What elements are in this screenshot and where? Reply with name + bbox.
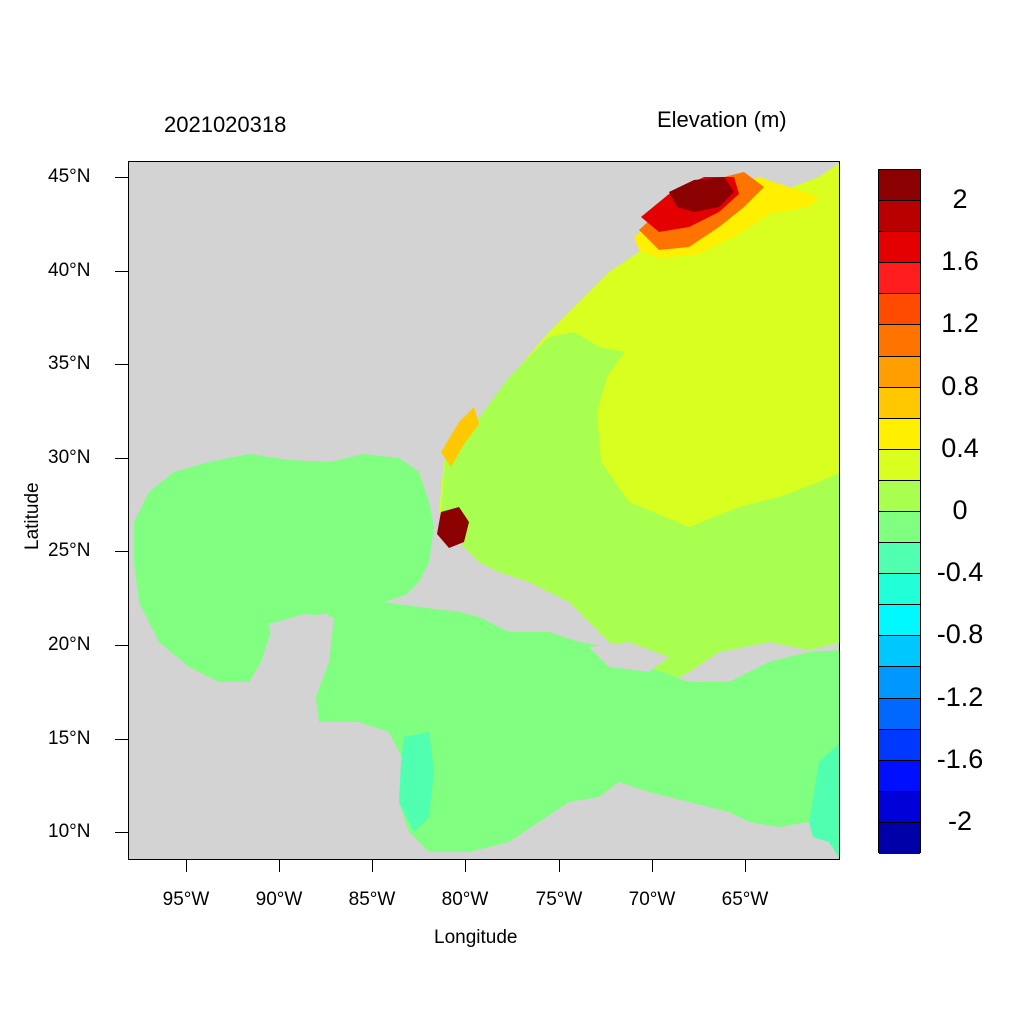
colorbar-label: -1.6 [936,743,984,774]
ytick-label: 20°N [48,634,91,655]
xtick-mark [745,860,746,872]
ocean-fields [134,163,839,859]
colorbar-swatch [879,170,920,202]
colorbar-swatch [879,232,920,264]
ytick-mark [115,739,128,740]
land-masses [269,587,839,859]
xtick-label: 80°W [441,889,489,910]
ytick-label: 25°N [48,540,91,561]
xtick-mark [652,860,653,872]
xtick-mark [465,860,466,872]
ytick-label: 30°N [48,447,91,468]
caribbean-west-cyan [399,732,434,832]
ytick-mark [115,177,128,178]
florida-surge [437,507,469,548]
date-title: 2021020318 [164,112,287,137]
colorbar-swatch [879,387,920,419]
colorbar-label: -2 [947,805,972,836]
south-america [521,790,839,859]
xtick-label: 85°W [348,889,396,910]
ytick-label: 10°N [48,821,91,842]
carolina-surge [441,407,479,467]
colorbar-swatch [879,636,920,668]
colorbar-label: 0.4 [941,432,979,463]
gulf-of-maine-surge-core [669,177,734,212]
colorbar-swatch [879,698,920,730]
ytick-label: 35°N [48,353,91,374]
colorbar-label: -0.8 [936,619,984,650]
colorbar [878,169,921,854]
xtick-label: 75°W [535,889,583,910]
colorbar-label: -1.2 [936,681,984,712]
colorbar-swatch [879,294,920,326]
xtick-label: 65°W [721,889,769,910]
colorbar-label: 0 [952,495,968,525]
gulf-of-mexico [134,454,434,682]
colorbar-swatch [879,667,920,699]
colorbar-swatch [879,201,920,233]
colorbar-label: 2 [952,184,968,215]
colorbar-swatch [879,356,920,388]
colorbar-swatch [879,791,920,823]
map-panel [128,161,840,860]
ytick-mark [115,645,128,646]
ytick-mark [115,551,128,552]
xtick-mark [372,860,373,872]
xtick-mark [186,860,187,872]
caribbean-sea [314,592,839,852]
xtick-mark [559,860,560,872]
xtick-label: 70°W [628,889,676,910]
x-axis-label: Longitude [434,927,518,948]
atlantic-green-zone [441,332,839,682]
colorbar-swatch [879,325,920,357]
ytick-label: 15°N [48,728,91,749]
colorbar-label: 0.8 [941,370,979,401]
ytick-mark [115,364,128,365]
colorbar-swatch [879,605,920,637]
colorbar-swatch [879,822,920,854]
ytick-label: 45°N [48,166,91,187]
colorbar-label: -0.4 [936,557,984,588]
yucatan [269,614,334,702]
colorbar-label: 1.6 [941,246,979,277]
colorbar-swatch [879,574,920,606]
elevation-map [134,163,839,859]
xtick-label: 95°W [162,889,210,910]
xtick-mark [279,860,280,872]
colorbar-swatch [879,760,920,792]
colorbar-swatch [879,418,920,450]
ytick-label: 40°N [48,260,91,281]
xtick-label: 90°W [255,889,303,910]
colorbar-swatch [879,480,920,512]
colorbar-swatch [879,512,920,544]
variable-title: Elevation (m) [657,107,787,132]
cuba [384,587,549,630]
colorbar-swatch [879,449,920,481]
y-axis-label: Latitude [22,482,43,550]
lesser-antilles-cyan [809,743,839,859]
ytick-mark [115,458,128,459]
colorbar-swatch [879,729,920,761]
ytick-mark [115,271,128,272]
hispaniola [589,642,669,672]
colorbar-swatch [879,263,920,295]
colorbar-label: 1.2 [941,308,979,339]
colorbar-swatch [879,543,920,575]
ytick-mark [115,832,128,833]
